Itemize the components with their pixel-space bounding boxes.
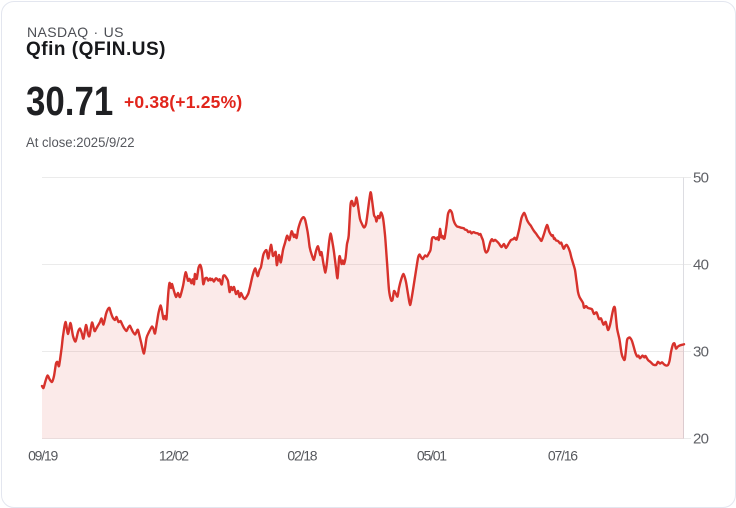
svg-text:40: 40 xyxy=(693,257,709,274)
svg-text:05/01: 05/01 xyxy=(417,448,447,464)
svg-text:12/02: 12/02 xyxy=(159,448,189,464)
svg-text:50: 50 xyxy=(693,170,709,187)
svg-text:20: 20 xyxy=(693,431,709,448)
svg-text:09/19: 09/19 xyxy=(28,448,58,464)
svg-text:07/16: 07/16 xyxy=(548,448,578,464)
svg-text:30: 30 xyxy=(693,344,709,361)
svg-text:02/18: 02/18 xyxy=(287,448,317,464)
